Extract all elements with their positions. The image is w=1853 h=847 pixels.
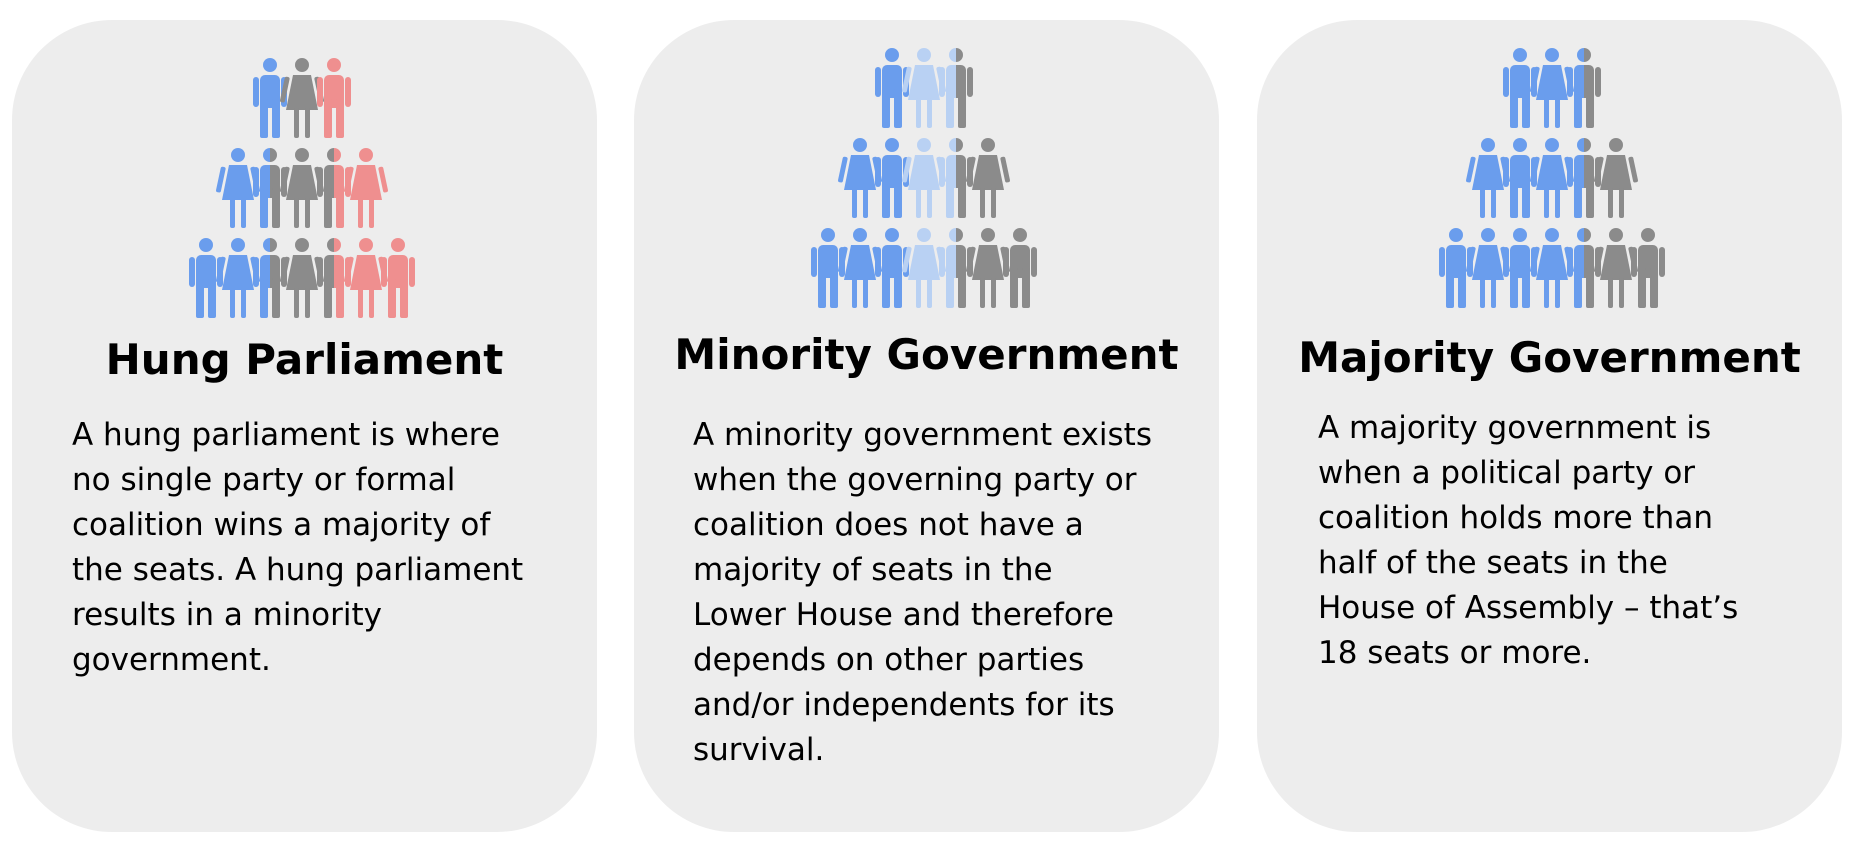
person-icon xyxy=(1466,138,1510,218)
person-icon xyxy=(939,228,973,308)
person-icon xyxy=(939,138,973,218)
card-description: A hung parliament is where no single par… xyxy=(72,417,524,678)
person-icon xyxy=(1003,228,1037,308)
person-icon xyxy=(280,148,324,228)
person-icon xyxy=(1530,228,1574,308)
card-title: Minority Government xyxy=(674,330,1179,379)
person-icon xyxy=(1439,228,1473,308)
person-icon xyxy=(1567,48,1601,128)
card-description: A majority government is when a politica… xyxy=(1318,410,1739,671)
person-icon xyxy=(344,148,388,228)
person-icon xyxy=(1503,48,1537,128)
card-title: Majority Government xyxy=(1298,333,1801,382)
hung-parliament-card: Hung Parliament A hung parliament is whe… xyxy=(12,20,597,832)
person-icon xyxy=(216,148,260,228)
minority-government-card: Minority Government A minority governmen… xyxy=(634,20,1219,832)
person-icon xyxy=(1530,48,1574,128)
people-pyramid-icon xyxy=(189,58,415,318)
person-icon xyxy=(966,138,1010,218)
person-icon xyxy=(1530,138,1574,218)
card-title: Hung Parliament xyxy=(105,335,504,384)
person-icon xyxy=(1503,138,1537,218)
person-icon xyxy=(317,58,351,138)
person-icon xyxy=(1594,228,1638,308)
person-icon xyxy=(1594,138,1638,218)
person-icon xyxy=(1631,228,1665,308)
people-pyramid-icon xyxy=(1439,48,1665,308)
person-icon xyxy=(902,48,946,128)
majority-government-card: Majority Government A majority governmen… xyxy=(1257,20,1842,832)
person-icon xyxy=(253,148,287,228)
person-icon xyxy=(875,228,909,308)
person-icon xyxy=(381,238,415,318)
person-icon xyxy=(939,48,973,128)
card-description: A minority government exists when the go… xyxy=(693,417,1152,768)
person-icon xyxy=(838,138,882,218)
people-pyramid-icon xyxy=(811,48,1037,308)
person-icon xyxy=(966,228,1010,308)
person-icon xyxy=(317,238,351,318)
person-icon xyxy=(317,148,351,228)
